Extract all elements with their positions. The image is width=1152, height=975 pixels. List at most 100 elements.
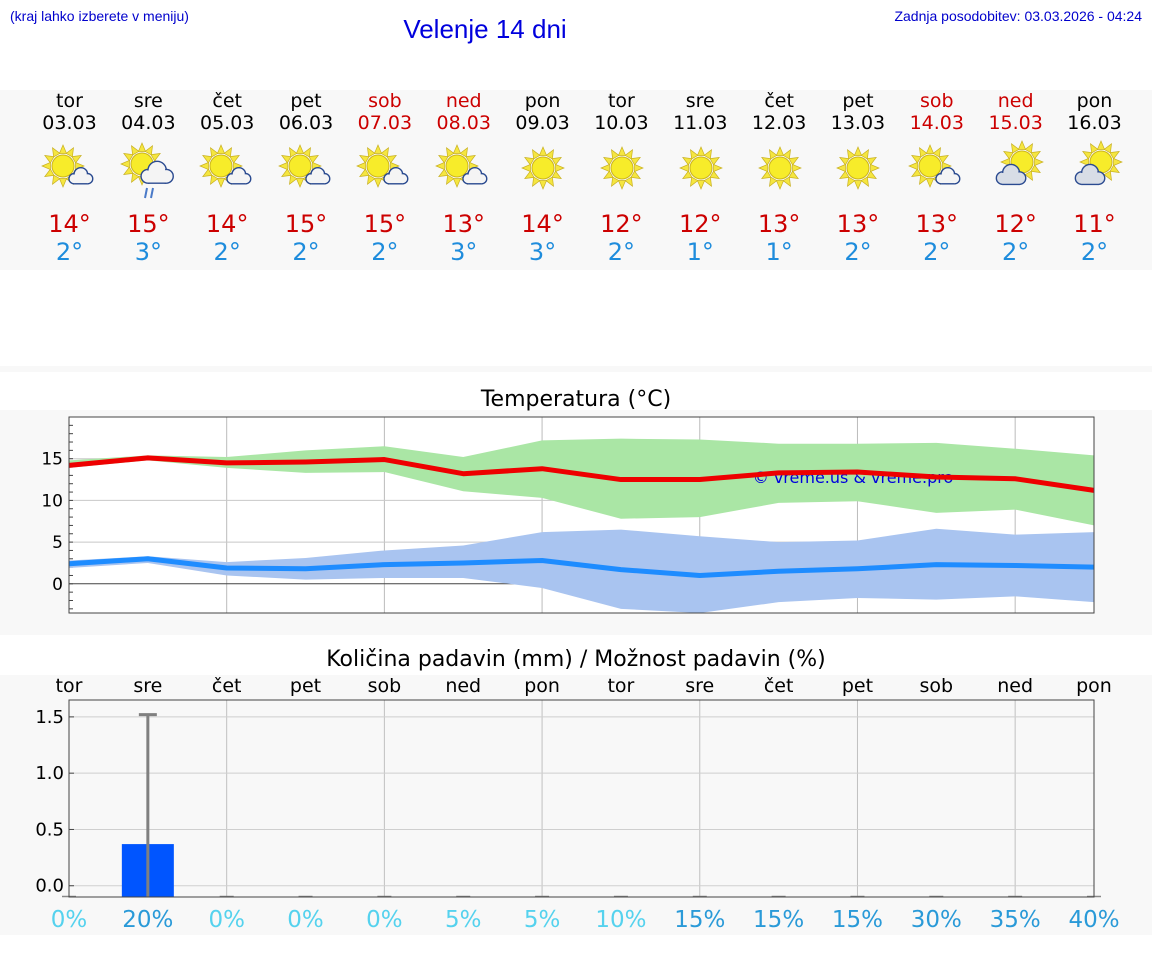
temp-min: 2° [1002,238,1030,266]
rain-drops [143,187,154,199]
sun-small-cloud-icon [356,144,409,188]
plot-frame [68,416,1095,614]
forecast-day: čet 12.03 13° 1° [740,88,819,266]
temp-max: 14° [521,210,564,238]
day-name: tor [607,90,635,112]
cloud-shape [68,166,94,185]
x-category-label: čet [212,675,242,697]
day-date: 06.03 [278,112,334,134]
precip-probability: 40% [1068,907,1119,933]
y-tick-label: 1.5 [35,707,64,728]
temp-min: 2° [1080,238,1109,266]
x-category-label: tor [607,675,634,697]
temp-max: 12° [994,210,1037,238]
cloud-shape [140,160,174,184]
sun-icon [836,146,881,190]
sun-shape [836,146,881,190]
y-tick-label: 0.0 [35,876,64,897]
day-date: 04.03 [121,112,176,134]
forecast-day: sob 14.03 13° 2° [897,88,976,266]
day-name: čet [212,90,242,112]
precipitation-chart-title: Količina padavin (mm) / Možnost padavin … [326,647,826,672]
precip-probability: 15% [674,907,725,933]
sun-icon [600,146,644,190]
sun-shape [521,146,565,190]
cloud-shape [935,166,961,185]
cloud-shape [995,163,1027,186]
day-date: 10.03 [594,112,649,134]
y-tick-label: 5 [52,533,63,553]
temp-max: 14° [48,210,91,238]
day-name: pet [290,90,322,112]
sun-small-cloud-icon [198,144,252,188]
temp-min: 2° [55,238,84,266]
sun-small-cloud-icon [435,144,488,188]
temp-min: 2° [371,238,399,266]
temp-max: 13° [915,210,959,238]
temp-min: 2° [607,238,636,266]
forecast-day: ned 08.03 13° 3° [424,88,503,266]
temp-max: 15° [284,210,328,238]
day-name: sob [368,90,402,112]
sun-shape [757,146,802,190]
temp-min: 1° [686,238,714,266]
y-tick-label: 10 [41,491,63,511]
day-date: 03.03 [42,112,97,134]
precip-probability: 5% [445,907,482,933]
divider [0,366,1152,372]
precip-probability: 5% [524,907,561,933]
forecast-day: pet 06.03 15° 2° [267,88,346,266]
forecast-strip: tor 03.03 14° 2° sre 04.03 15° 3° čet 05.03 14° 2° p… [0,88,1152,270]
x-category-label: pet [842,675,873,697]
temp-min: 2° [292,238,320,266]
temp-min: 3° [134,238,162,266]
sun-cloud-icon [1074,140,1123,186]
forecast-day: tor 03.03 14° 2° [30,88,109,266]
day-name: pon [524,90,561,112]
cloud-shape [1074,163,1106,186]
day-name: ned [997,90,1034,112]
x-category-label: pon [524,675,560,697]
day-date: 09.03 [515,112,570,134]
max-temp-line [68,455,1095,493]
x-category-label: sob [368,675,402,697]
plot-area [69,700,1094,897]
x-category-label: tor [56,675,83,697]
precip-probability: 20% [122,907,173,933]
y-tick-label: 15 [41,450,63,470]
day-date: 07.03 [357,112,413,134]
min-temp-line [68,556,1095,578]
x-category-label: čet [764,675,794,697]
min-range-band [69,528,1094,613]
forecast-day: čet 05.03 14° 2° [188,88,267,266]
day-date: 11.03 [673,112,728,134]
forecast-day: sre 11.03 12° 1° [661,88,740,266]
day-name: tor [56,90,83,112]
plot-frame [68,699,1095,898]
temp-min: 3° [450,238,478,266]
cloud-shape [383,166,409,185]
last-updated: Zadnja posodobitev: 03.03.2026 - 04:24 [894,8,1142,24]
y-tick-label: 1.0 [35,763,64,784]
temp-min: 2° [923,238,951,266]
x-category-label: ned [997,675,1033,697]
cloud-shape [225,166,252,185]
precip-probability: 0% [366,907,403,933]
sun-icon [521,146,565,190]
forecast-day: sre 04.03 15° 3° [109,88,188,266]
day-name: ned [445,90,482,112]
day-date: 14.03 [909,112,964,134]
precip-probability: 30% [911,907,962,933]
temp-max: 11° [1073,210,1116,238]
x-category-label: sob [920,675,954,697]
temperature-chart-title: Temperatura (°C) [480,387,672,412]
sun-small-cloud-icon [41,144,94,188]
precip-probability: 35% [990,907,1041,933]
page-title: Velenje 14 dni [403,14,567,44]
temp-max: 12° [678,210,722,238]
sun-shape [908,144,953,188]
day-name: sre [133,90,163,112]
precip-probability: 0% [287,907,324,933]
temp-max: 15° [127,210,170,238]
